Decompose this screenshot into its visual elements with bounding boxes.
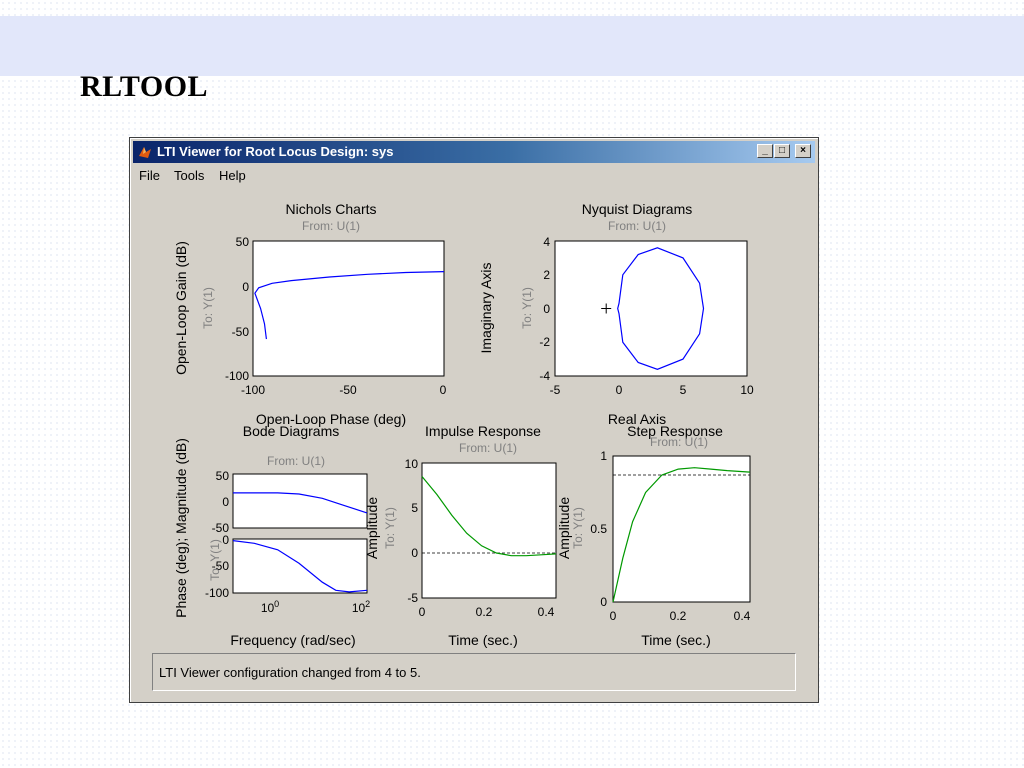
status-bar: LTI Viewer configuration changed from 4 … [152,653,796,691]
step-xtick: 0.2 [670,609,687,623]
nyquist-ylabel: Imaginary Axis [478,262,494,353]
bode-phase-ytick: -50 [212,559,230,573]
slide-header-band [0,16,1024,76]
critical-point-marker [601,303,612,314]
bode-to-label: To: Y(1) [208,539,222,581]
step-xlabel: Time (sec.) [641,632,710,648]
impulse-xtick: 0.4 [538,605,555,619]
nichols-ytick: 50 [236,235,250,249]
bode-mag-ytick: -50 [212,521,230,535]
impulse-title: Impulse Response [425,423,541,439]
bode-chart: Bode Diagrams From: U(1) 50 0 -50 0 -50 … [173,423,370,648]
step-from-label: From: U(1) [650,435,708,449]
nyquist-ytick: 0 [543,302,550,316]
impulse-ytick: 10 [405,457,419,471]
nichols-to-label: To: Y(1) [201,287,215,329]
step-xtick: 0.4 [734,609,751,623]
window-titlebar[interactable]: LTI Viewer for Root Locus Design: sys _ … [133,141,815,163]
nichols-chart: Nichols Charts From: U(1) 50 0 -50 -100 … [173,201,447,427]
nichols-xtick: 0 [440,383,447,397]
nichols-ytick: -100 [225,369,249,383]
window-title: LTI Viewer for Root Locus Design: sys [157,144,394,159]
bode-magnitude-curve [233,492,368,514]
menu-tools[interactable]: Tools [174,168,205,183]
nyquist-xtick: 10 [740,383,754,397]
step-ytick: 0.5 [590,522,607,536]
bode-xtick: 100 [261,599,279,615]
nyquist-xlabel: Real Axis [608,411,666,427]
nyquist-ytick: 4 [543,235,550,249]
nyquist-curve [617,247,705,370]
impulse-ytick: 5 [411,501,418,515]
menu-bar: File Tools Help [133,165,813,185]
impulse-ytick: 0 [411,546,418,560]
menu-file[interactable]: File [139,168,160,183]
matlab-logo-icon [139,147,151,158]
nichols-from-label: From: U(1) [302,219,360,233]
nyquist-axes [554,240,748,377]
bode-xtick: 102 [352,599,370,615]
bode-mag-ytick: 0 [222,495,229,509]
minimize-button[interactable]: _ [757,144,773,158]
nyquist-xtick: 0 [616,383,623,397]
status-message: LTI Viewer configuration changed from 4 … [159,665,421,680]
nichols-ytick: 0 [242,280,249,294]
bode-ylabel: Phase (deg); Magnitude (dB) [173,438,189,618]
impulse-from-label: From: U(1) [459,441,517,455]
nyquist-ytick: -4 [539,369,550,383]
impulse-xtick: 0.2 [476,605,493,619]
lti-viewer-window: LTI Viewer for Root Locus Design: sys _ … [129,137,819,703]
menu-help[interactable]: Help [219,168,246,183]
bode-title: Bode Diagrams [243,423,340,439]
step-axes [612,455,751,603]
bode-phase-ytick: 0 [222,533,229,547]
nyquist-title: Nyquist Diagrams [582,201,692,217]
bode-phase-axes [232,538,368,594]
bode-phase-curve [232,540,368,593]
nyquist-to-label: To: Y(1) [520,287,534,329]
nichols-title: Nichols Charts [285,201,376,217]
step-ytick: 1 [600,449,607,463]
nyquist-xtick: 5 [680,383,687,397]
step-to-label: To: Y(1) [571,507,585,549]
bode-phase-ytick: -100 [205,586,229,600]
step-curve [612,467,751,603]
bode-mag-ytick: 50 [216,469,230,483]
impulse-to-label: To: Y(1) [383,507,397,549]
bode-xlabel: Frequency (rad/sec) [230,632,355,648]
nyquist-chart: Nyquist Diagrams From: U(1) 4 2 0 -2 -4 … [478,201,754,427]
impulse-xtick: 0 [419,605,426,619]
nichols-ylabel: Open-Loop Gain (dB) [173,241,189,375]
impulse-axes [421,462,557,599]
step-ylabel: Amplitude [556,497,572,559]
slide-title: RLTOOL [80,70,209,103]
impulse-curve [421,476,557,557]
impulse-ylabel: Amplitude [364,497,380,559]
step-chart: Step Response From: U(1) 1 0.5 0 0 0.2 0… [556,423,751,648]
step-title: Step Response [627,423,723,439]
impulse-ytick: -5 [407,591,418,605]
nichols-curve [254,271,445,340]
step-ytick: 0 [600,595,607,609]
nyquist-xtick: -5 [550,383,561,397]
bode-from-label: From: U(1) [267,454,325,468]
close-button[interactable]: × [795,144,811,158]
plots-area: Nichols Charts From: U(1) 50 0 -50 -100 … [173,201,754,648]
nyquist-ytick: -2 [539,335,550,349]
nichols-xtick: -50 [339,383,357,397]
step-xtick: 0 [610,609,617,623]
maximize-button[interactable]: □ [774,144,790,158]
nichols-ytick: -50 [232,325,250,339]
impulse-chart: Impulse Response From: U(1) 10 5 0 -5 0 … [364,423,557,648]
nyquist-from-label: From: U(1) [608,219,666,233]
impulse-xlabel: Time (sec.) [448,632,517,648]
nyquist-ytick: 2 [543,268,550,282]
nichols-axes [252,240,445,377]
nichols-xlabel: Open-Loop Phase (deg) [256,411,406,427]
nichols-xtick: -100 [241,383,265,397]
bode-magnitude-axes [232,473,368,529]
